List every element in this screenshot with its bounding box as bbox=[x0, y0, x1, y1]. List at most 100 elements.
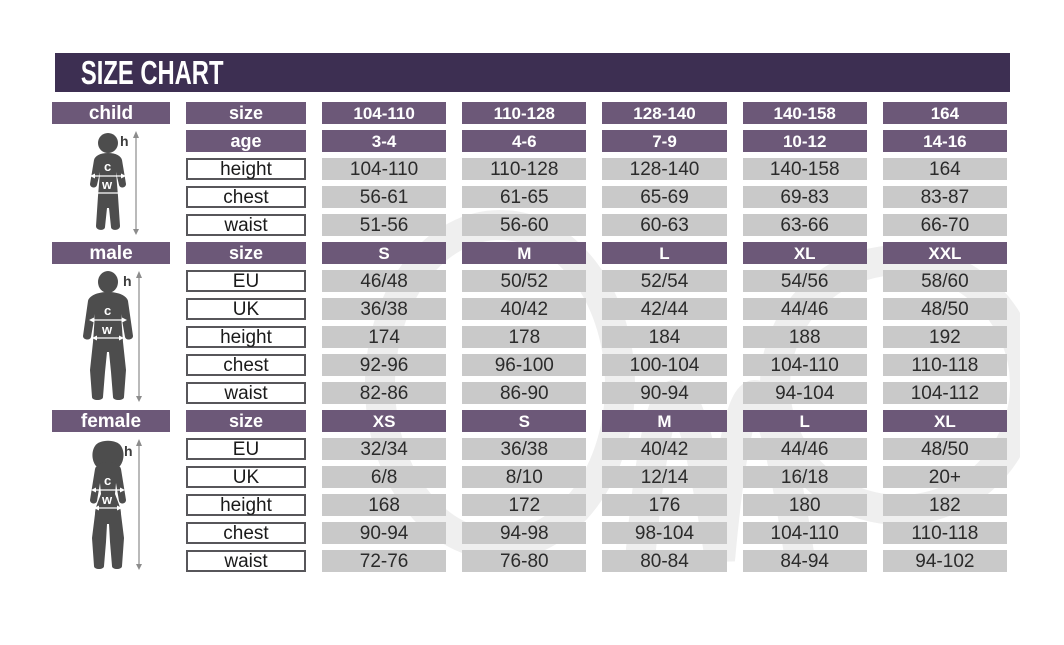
cell-child-size-3: 140-158 bbox=[742, 102, 867, 124]
cell-child-size-1: 110-128 bbox=[462, 102, 587, 124]
cell-female-EU-3: 44/46 bbox=[742, 438, 867, 460]
svg-text:h: h bbox=[124, 443, 133, 459]
cell-child-age-1: 4-6 bbox=[462, 130, 587, 152]
cell-child-height-4: 164 bbox=[882, 158, 1007, 180]
section-label-female: female bbox=[52, 410, 170, 432]
cell-female-size-4: XL bbox=[882, 410, 1007, 432]
chest-measure-icon: c bbox=[90, 159, 126, 179]
cell-female-size-3: L bbox=[742, 410, 867, 432]
cell-male-UK-0: 36/38 bbox=[322, 298, 447, 320]
cell-male-EU-3: 54/56 bbox=[742, 270, 867, 292]
cell-child-height-1: 110-128 bbox=[462, 158, 587, 180]
cell-male-chest-0: 92-96 bbox=[322, 354, 447, 376]
cell-male-waist-0: 82-86 bbox=[322, 382, 447, 404]
svg-text:h: h bbox=[120, 133, 129, 149]
row-label-child-chest: chest bbox=[186, 186, 306, 208]
male-figure: h c w bbox=[52, 270, 170, 404]
cell-male-height-2: 184 bbox=[602, 326, 727, 348]
cell-male-waist-4: 104-112 bbox=[882, 382, 1007, 404]
size-chart-table: child h c w size 104-110 110- bbox=[52, 102, 1007, 578]
cell-child-age-2: 7-9 bbox=[602, 130, 727, 152]
row-label-male-height: height bbox=[186, 326, 306, 348]
cell-female-UK-2: 12/14 bbox=[602, 466, 727, 488]
cell-female-waist-0: 72-76 bbox=[322, 550, 447, 572]
svg-text:c: c bbox=[104, 159, 111, 174]
child-figure: h c w bbox=[52, 130, 170, 236]
child-figure-icon: h c w bbox=[90, 131, 139, 235]
cell-female-waist-3: 84-94 bbox=[742, 550, 867, 572]
cell-female-waist-2: 80-84 bbox=[602, 550, 727, 572]
row-label-child-age: age bbox=[186, 130, 306, 152]
svg-text:w: w bbox=[101, 322, 113, 337]
cell-child-chest-0: 56-61 bbox=[322, 186, 447, 208]
cell-child-chest-1: 61-65 bbox=[462, 186, 587, 208]
cell-male-size-4: XXL bbox=[882, 242, 1007, 264]
section-male: male h c w size S M L XL XXL EU 46 bbox=[52, 242, 1007, 404]
cell-male-size-3: XL bbox=[742, 242, 867, 264]
cell-female-chest-2: 98-104 bbox=[602, 522, 727, 544]
row-label-child-height: height bbox=[186, 158, 306, 180]
cell-child-waist-1: 56-60 bbox=[462, 214, 587, 236]
cell-female-height-2: 176 bbox=[602, 494, 727, 516]
section-female: female h c w size XS S M L XL EU 3 bbox=[52, 410, 1007, 572]
male-figure-icon: h c w bbox=[83, 271, 142, 402]
cell-female-EU-1: 36/38 bbox=[462, 438, 587, 460]
cell-child-chest-4: 83-87 bbox=[882, 186, 1007, 208]
row-label-child-size: size bbox=[186, 102, 306, 124]
cell-child-size-4: 164 bbox=[882, 102, 1007, 124]
cell-male-UK-4: 48/50 bbox=[882, 298, 1007, 320]
cell-male-height-3: 188 bbox=[742, 326, 867, 348]
row-label-male-UK: UK bbox=[186, 298, 306, 320]
row-label-female-EU: EU bbox=[186, 438, 306, 460]
waist-measure-icon: w bbox=[93, 177, 123, 196]
page-title: SIZE CHART bbox=[80, 53, 224, 91]
cell-female-UK-0: 6/8 bbox=[322, 466, 447, 488]
chest-measure-icon: c bbox=[89, 303, 127, 323]
cell-male-chest-1: 96-100 bbox=[462, 354, 587, 376]
cell-child-age-4: 14-16 bbox=[882, 130, 1007, 152]
cell-male-height-0: 174 bbox=[322, 326, 447, 348]
cell-female-size-0: XS bbox=[322, 410, 447, 432]
cell-male-size-2: L bbox=[602, 242, 727, 264]
waist-measure-icon: w bbox=[92, 322, 124, 341]
cell-male-UK-1: 40/42 bbox=[462, 298, 587, 320]
svg-text:c: c bbox=[104, 303, 111, 318]
cell-female-UK-4: 20+ bbox=[882, 466, 1007, 488]
cell-child-size-0: 104-110 bbox=[322, 102, 447, 124]
cell-male-height-4: 192 bbox=[882, 326, 1007, 348]
cell-male-chest-4: 110-118 bbox=[882, 354, 1007, 376]
female-figure: h c w bbox=[52, 438, 170, 572]
female-figure-icon: h c w bbox=[90, 439, 142, 570]
section-label-male: male bbox=[52, 242, 170, 264]
height-measure-icon: h bbox=[123, 271, 142, 402]
row-label-male-waist: waist bbox=[186, 382, 306, 404]
cell-child-waist-3: 63-66 bbox=[742, 214, 867, 236]
row-label-male-size: size bbox=[186, 242, 306, 264]
cell-child-height-3: 140-158 bbox=[742, 158, 867, 180]
cell-child-waist-2: 60-63 bbox=[602, 214, 727, 236]
chest-measure-icon: c bbox=[91, 473, 125, 493]
cell-female-height-1: 172 bbox=[462, 494, 587, 516]
cell-child-waist-0: 51-56 bbox=[322, 214, 447, 236]
row-label-male-EU: EU bbox=[186, 270, 306, 292]
cell-male-EU-0: 46/48 bbox=[322, 270, 447, 292]
cell-female-UK-1: 8/10 bbox=[462, 466, 587, 488]
cell-female-chest-3: 104-110 bbox=[742, 522, 867, 544]
svg-text:w: w bbox=[101, 177, 113, 192]
cell-male-size-0: S bbox=[322, 242, 447, 264]
cell-male-EU-1: 50/52 bbox=[462, 270, 587, 292]
cell-female-waist-1: 76-80 bbox=[462, 550, 587, 572]
cell-female-height-4: 182 bbox=[882, 494, 1007, 516]
cell-female-EU-4: 48/50 bbox=[882, 438, 1007, 460]
cell-child-age-0: 3-4 bbox=[322, 130, 447, 152]
cell-female-size-1: S bbox=[462, 410, 587, 432]
cell-child-height-2: 128-140 bbox=[602, 158, 727, 180]
cell-female-chest-1: 94-98 bbox=[462, 522, 587, 544]
cell-female-chest-4: 110-118 bbox=[882, 522, 1007, 544]
cell-male-UK-3: 44/46 bbox=[742, 298, 867, 320]
section-child: child h c w size 104-110 110- bbox=[52, 102, 1007, 236]
cell-male-EU-4: 58/60 bbox=[882, 270, 1007, 292]
cell-male-waist-1: 86-90 bbox=[462, 382, 587, 404]
cell-male-chest-3: 104-110 bbox=[742, 354, 867, 376]
